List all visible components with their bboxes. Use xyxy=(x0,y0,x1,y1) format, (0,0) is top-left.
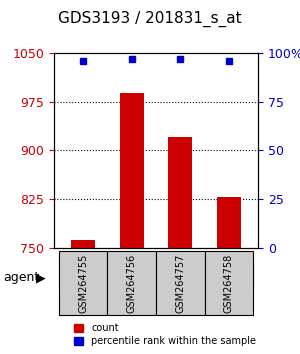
FancyBboxPatch shape xyxy=(59,257,156,289)
Text: GSM264757: GSM264757 xyxy=(175,253,185,313)
Legend: count, percentile rank within the sample: count, percentile rank within the sample xyxy=(71,320,259,349)
Text: VAF347: VAF347 xyxy=(181,266,228,279)
Text: agent: agent xyxy=(3,272,39,284)
Text: ▶: ▶ xyxy=(36,272,46,284)
Text: GSM264755: GSM264755 xyxy=(78,253,88,313)
FancyBboxPatch shape xyxy=(107,251,156,315)
Bar xyxy=(120,93,144,248)
FancyBboxPatch shape xyxy=(205,251,253,315)
Text: control: control xyxy=(86,266,129,279)
Text: GDS3193 / 201831_s_at: GDS3193 / 201831_s_at xyxy=(58,11,242,27)
FancyBboxPatch shape xyxy=(156,251,205,315)
Bar xyxy=(168,137,192,248)
FancyBboxPatch shape xyxy=(59,251,107,315)
FancyBboxPatch shape xyxy=(156,257,253,289)
Text: GSM264758: GSM264758 xyxy=(224,253,234,313)
Bar xyxy=(71,240,95,248)
Text: GSM264756: GSM264756 xyxy=(127,253,137,313)
Bar xyxy=(217,196,241,248)
